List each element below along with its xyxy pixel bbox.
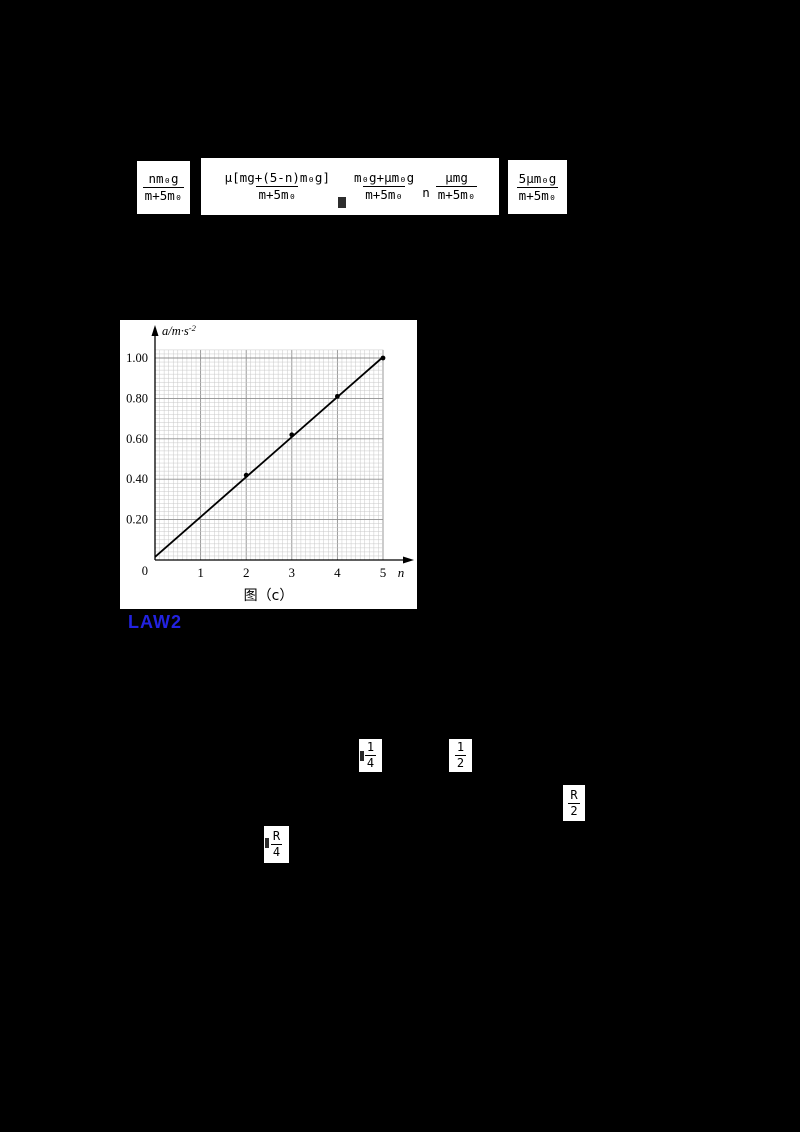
fraction-image-quarter: 1 4 [359,739,382,772]
formula-image-2: μ[mg+(5-n)m₀g] m+5m₀ m₀g+μm₀g m+5m₀ n μm… [201,158,499,215]
fraction-denominator: m+5m₀ [516,186,559,203]
svg-text:1: 1 [197,565,204,580]
fraction: m₀g+μm₀g m+5m₀ [352,170,416,202]
fraction: R 2 [568,787,580,819]
fraction-image-r-over-2: R 2 [563,785,585,821]
fraction-denominator: m+5m₀ [435,186,478,202]
svg-text:0.80: 0.80 [126,391,148,405]
fraction-numerator: 1 [456,740,465,754]
dark-glyph [265,838,269,848]
fraction: 5μm₀g m+5m₀ [516,170,559,203]
svg-text:n: n [398,565,405,580]
svg-text:0.20: 0.20 [126,513,148,527]
svg-text:a/m·s-2: a/m·s-2 [162,323,197,338]
svg-text:4: 4 [334,565,341,580]
formula-image-1: nm₀g m+5m₀ [137,161,190,214]
fraction-numerator: 1 [366,740,375,754]
fraction: μ[mg+(5-n)m₀g] m+5m₀ [223,170,332,202]
law2-watermark: LAW2 [128,612,183,632]
svg-text:0.60: 0.60 [126,432,148,446]
fraction: R 4 [270,829,283,860]
fraction: μmg m+5m₀ [435,170,478,202]
equals-glyph-dark [337,197,346,208]
svg-text:1.00: 1.00 [126,351,148,365]
fraction-numerator: m₀g+μm₀g [353,170,415,186]
svg-text:3: 3 [289,565,296,580]
fraction-denominator: 4 [364,755,377,770]
svg-text:0: 0 [142,564,148,578]
fraction-denominator: m+5m₀ [256,186,299,202]
fraction-denominator: m+5m₀ [142,187,185,203]
fraction-numerator: R [272,829,281,843]
dark-glyph [360,751,364,761]
fraction-image-half: 1 2 [449,739,472,772]
fraction-denominator: 4 [270,844,283,859]
fraction-image-r-over-4: R 4 [264,826,289,863]
fraction-numerator: 5μm₀g [518,170,557,186]
svg-text:2: 2 [243,565,250,580]
formula-image-3: 5μm₀g m+5m₀ [508,160,567,214]
variable-n: n [422,185,430,200]
fraction-denominator: 2 [454,755,467,770]
figure-caption: 图（c） [243,588,294,604]
svg-text:5: 5 [380,565,387,580]
fraction: 1 4 [364,740,377,771]
fraction-numerator: μ[mg+(5-n)m₀g] [224,170,330,186]
graph-figure: 1 2 3 4 5 1.00 0.80 0.60 0.40 0.20 0 n a/m·s-2 图（c） [120,320,417,609]
svg-text:0.40: 0.40 [126,472,148,486]
fraction-numerator: μmg [445,170,468,186]
fraction-denominator: 2 [568,802,580,818]
fraction-numerator: R [570,787,578,802]
acceleration-vs-n-chart: 1 2 3 4 5 1.00 0.80 0.60 0.40 0.20 0 n a/m·s-2 [126,323,414,580]
fraction: nm₀g m+5m₀ [142,171,185,203]
fraction-denominator: m+5m₀ [363,186,405,202]
fraction: 1 2 [454,740,467,771]
fraction-numerator: nm₀g [148,171,179,187]
